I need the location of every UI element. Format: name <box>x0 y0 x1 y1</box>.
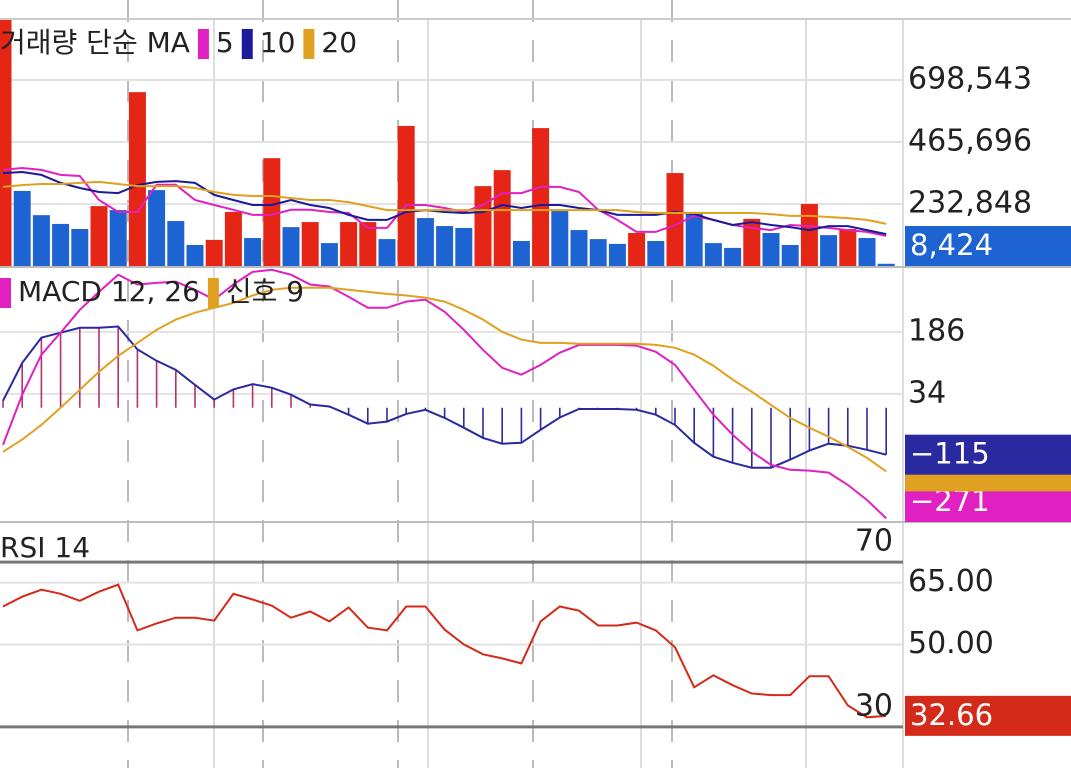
volume-bar <box>205 239 223 266</box>
volume-bar <box>359 222 377 266</box>
panel-title: RSI 14 <box>0 531 90 564</box>
legend-swatch <box>0 278 11 308</box>
volume-bar <box>532 128 550 266</box>
oscillator-line <box>2 325 887 469</box>
legend-swatch <box>207 278 219 308</box>
volume-bar <box>647 240 665 266</box>
ma-line <box>2 166 887 237</box>
volume-bar <box>32 215 50 266</box>
volume-bar <box>378 239 396 266</box>
series-line <box>2 583 887 719</box>
y-tick-label: 465,696 <box>908 124 1032 159</box>
volume-bar <box>820 235 838 266</box>
volume-bar <box>0 20 12 266</box>
volume-bar <box>224 211 242 266</box>
value-box <box>905 695 1071 736</box>
value-box-label: 8,424 <box>910 228 993 262</box>
level-label: 70 <box>855 524 893 559</box>
volume-bar <box>340 222 358 266</box>
legend-label: 신호 9 <box>226 275 304 308</box>
y-tick-label: 186 <box>908 313 965 348</box>
value-box <box>905 226 1071 266</box>
value-box <box>905 434 1071 475</box>
volume-bar <box>570 230 588 266</box>
volume-bar <box>685 211 703 266</box>
volume-bar <box>512 240 530 266</box>
volume-bar <box>858 238 876 266</box>
volume-bar <box>244 238 262 266</box>
panel-title: 거래량 단순 MA <box>0 26 190 59</box>
level-label: 30 <box>855 688 893 723</box>
plot <box>2 268 888 520</box>
volume-bar <box>13 190 31 266</box>
volume-bar <box>436 226 454 266</box>
volume-bar <box>666 173 684 266</box>
plot <box>2 583 887 719</box>
volume-bar <box>704 243 722 266</box>
volume-bar <box>148 190 166 266</box>
value-box-label: −115 <box>910 437 990 471</box>
volume-bar <box>263 158 281 266</box>
legend-swatch <box>197 29 209 59</box>
y-tick-label: 50.00 <box>908 626 994 661</box>
y-tick-label: 34 <box>908 375 946 410</box>
series-line <box>2 268 887 520</box>
volume-bar <box>877 263 895 266</box>
ma-line <box>2 180 887 225</box>
volume-bar <box>455 227 473 266</box>
legend-label: MACD 12, 26 <box>18 275 200 308</box>
legend-swatch <box>303 29 315 59</box>
volume-bar <box>608 243 626 266</box>
legend-label: 5 <box>216 26 234 59</box>
volume-bar <box>416 218 434 266</box>
volume-bar <box>781 244 799 266</box>
volume-bar <box>397 125 415 267</box>
value-box-label: 32.66 <box>910 698 993 732</box>
volume-bar <box>282 227 300 266</box>
volume-bar <box>839 228 857 266</box>
ma-line <box>2 170 887 236</box>
volume-bar <box>186 244 204 266</box>
volume-bar <box>762 232 780 266</box>
legend-label: 10 <box>260 26 296 59</box>
volume-bar <box>320 243 338 266</box>
legend-swatch <box>241 29 253 59</box>
volume-bar <box>743 218 761 266</box>
volume-bar <box>493 170 511 266</box>
volume-bar <box>474 186 492 266</box>
plot <box>0 20 895 267</box>
y-tick-label: 698,543 <box>908 62 1032 97</box>
volume-bar <box>800 203 818 266</box>
volume-bar <box>71 228 89 266</box>
legend-label: 20 <box>321 26 357 59</box>
y-tick-label: 65.00 <box>908 564 994 599</box>
volume-bar <box>589 239 607 266</box>
volume-bar <box>52 223 70 266</box>
volume-bar <box>167 221 185 266</box>
volume-bar <box>90 206 108 266</box>
volume-bar <box>628 232 646 266</box>
volume-bar <box>301 222 319 266</box>
series-line <box>2 286 887 473</box>
y-tick-label: 232,848 <box>908 186 1032 221</box>
volume-bar <box>724 247 742 266</box>
volume-bar <box>128 92 146 266</box>
volume-bar <box>551 210 569 266</box>
volume-bar <box>109 210 127 266</box>
